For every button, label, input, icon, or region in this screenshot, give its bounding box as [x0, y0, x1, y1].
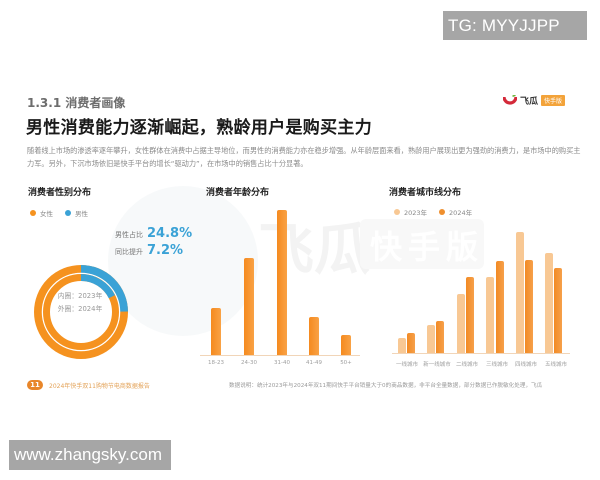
city-bar-tier3-2023: [486, 277, 494, 353]
intro-paragraph: 随着线上市场的渗透率逐年攀升，女性群体在消费中占据主导地位，而男性的消费能力亦在…: [27, 146, 581, 168]
2023-dot-icon: [394, 209, 400, 215]
page-title: 男性消费能力逐渐崛起，熟龄用户是购买主力: [26, 118, 372, 138]
section-number: 1.3.1 消费者画像: [27, 96, 126, 110]
city-chart-title: 消费者城市线分布: [389, 188, 462, 198]
logo-name: 飞瓜: [520, 96, 539, 107]
logo-badge: 快手版: [541, 94, 566, 106]
legend-female: 女性: [30, 208, 53, 218]
melon-logo-icon: [503, 95, 517, 105]
city-bar-tier2-2024: [466, 277, 474, 353]
donut-center-label: 内圈：2023年 外圈：2024年: [57, 292, 103, 313]
age-tick: 41-49: [306, 360, 322, 366]
page-number-badge: 11: [27, 380, 43, 390]
gender-legend: 女性 男性: [30, 208, 88, 218]
age-bar-18-23: [211, 308, 221, 355]
city-tick: 二线城市: [455, 362, 478, 368]
gender-chart-title: 消费者性别分布: [28, 188, 92, 198]
city-x-axis: [392, 353, 570, 354]
age-bar-41-49: [309, 317, 319, 355]
city-bar-tier4-2023: [516, 232, 524, 353]
watermark-tg: TG: MYYJJPP: [443, 11, 587, 40]
female-dot-icon: [30, 210, 36, 216]
city-tick: 四线城市: [514, 362, 537, 368]
city-tick: 三线城市: [485, 362, 508, 368]
watermark-feigua: 飞瓜: [258, 218, 370, 283]
age-bar-50plus: [341, 335, 351, 355]
stat-yoy-increase: 同比提升 7.2%: [115, 243, 184, 258]
city-bar-tier5-2024: [554, 268, 562, 353]
city-tick: 一线城市: [395, 362, 418, 368]
city-bar-tier5-2023: [545, 253, 553, 353]
city-bar-tier4-2024: [525, 260, 533, 353]
legend-2024: 2024年: [439, 207, 472, 217]
stat-male-share: 男性占比 24.8%: [115, 226, 193, 241]
age-bar-31-40: [277, 210, 287, 355]
city-bar-newtier1-2024: [436, 321, 444, 353]
age-tick: 50+: [340, 360, 352, 366]
brand-logo: 飞瓜 快手版: [503, 92, 566, 108]
city-bar-tier2-2023: [457, 294, 465, 353]
report-title: 2024年快手双11购物节电商数据报告: [49, 383, 150, 390]
city-tick: 五线城市: [544, 362, 567, 368]
watermark-kuaishou: 快手版: [370, 228, 485, 266]
city-legend: 2023年 2024年: [394, 207, 472, 217]
watermark-site: www.zhangsky.com: [9, 440, 171, 470]
age-tick: 31-40: [274, 360, 290, 366]
city-bar-tier1-2024: [407, 333, 415, 353]
male-dot-icon: [65, 210, 71, 216]
city-bar-tier3-2024: [496, 261, 504, 353]
age-tick: 18-23: [208, 360, 224, 366]
city-bar-tier1-2023: [398, 338, 406, 353]
city-tick: 新一线城市: [423, 362, 451, 368]
data-note: 数据说明：统计2023年与2024年双11期间快手平台销量大于0的商品数据，非平…: [229, 383, 543, 389]
age-bar-24-30: [244, 258, 254, 355]
legend-male: 男性: [65, 208, 88, 218]
age-x-axis: [200, 355, 360, 356]
age-tick: 24-30: [241, 360, 257, 366]
2024-dot-icon: [439, 209, 446, 215]
decor-circle: [108, 186, 258, 336]
watermark-box: [360, 219, 484, 269]
gender-donut-chart: [34, 265, 128, 359]
age-chart-title: 消费者年龄分布: [206, 188, 270, 198]
city-bar-newtier1-2023: [427, 325, 435, 353]
legend-2023: 2023年: [394, 207, 427, 217]
